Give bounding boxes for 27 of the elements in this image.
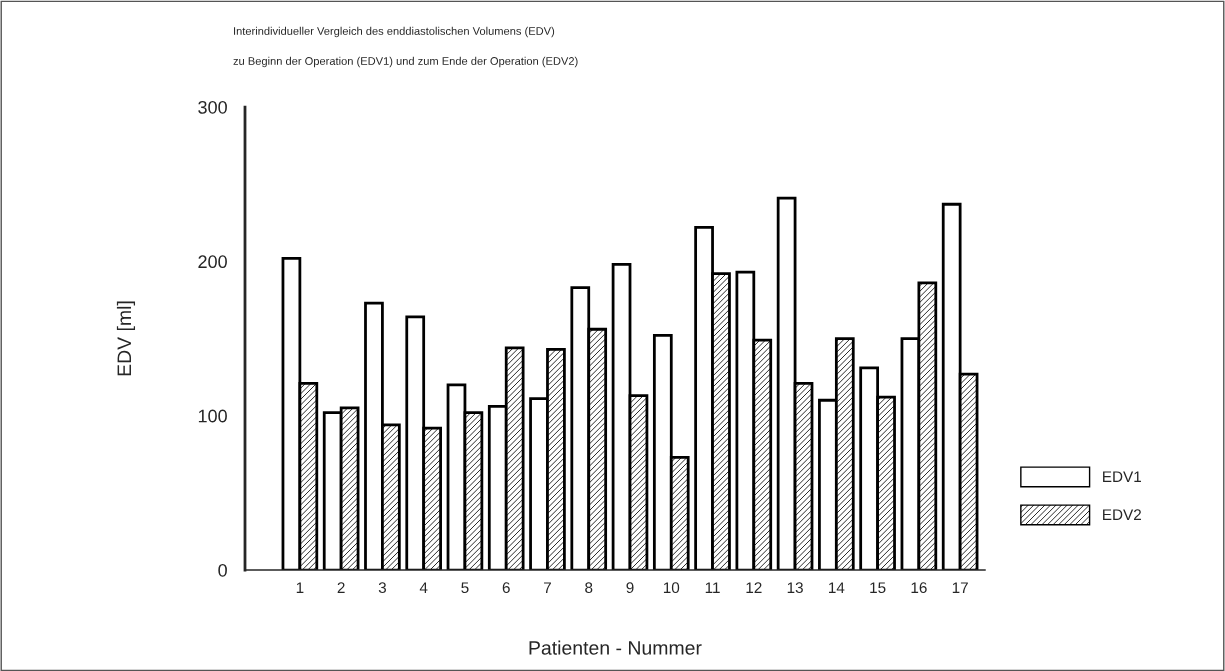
- y-tick-label: 300: [198, 100, 227, 114]
- x-tick-label: 17: [952, 582, 968, 593]
- x-tick-label: 12: [746, 582, 762, 593]
- x-tick-label: 10: [663, 582, 680, 594]
- x-tick-label: 3: [378, 582, 386, 594]
- x-tick-label: 9: [626, 582, 634, 594]
- x-tick-label: 16: [911, 582, 927, 594]
- x-tick-label: 6: [502, 582, 510, 594]
- x-tick-label: 7: [544, 582, 551, 593]
- x-tick-label: 15: [870, 582, 886, 594]
- x-tick-label: 8: [585, 582, 593, 594]
- y-axis-title: EDV [ml]: [116, 301, 136, 376]
- y-tick-label: 0: [218, 563, 227, 577]
- x-tick-label: 1: [296, 582, 304, 593]
- y-tick-label: 200: [198, 255, 227, 269]
- y-tick-label: 100: [198, 409, 227, 423]
- x-tick-label: 4: [419, 582, 428, 593]
- chart-subtitle: zu Beginn der Operation (EDV1) und zum Ende der Operation (EDV2): [233, 56, 578, 68]
- x-tick-label: 13: [787, 582, 803, 594]
- x-tick-label: 5: [461, 582, 469, 594]
- legend-label: EDV1: [1103, 471, 1141, 482]
- x-axis-title: Patienten - Nummer: [529, 640, 702, 655]
- x-tick-label: 14: [829, 582, 845, 593]
- x-tick-label: 2: [337, 582, 345, 593]
- chart-title: Interindividueller Vergleich des enddiastolischen Volumens (EDV): [234, 26, 555, 38]
- x-tick-label: 11: [705, 582, 720, 593]
- legend-label: EDV2: [1103, 509, 1141, 520]
